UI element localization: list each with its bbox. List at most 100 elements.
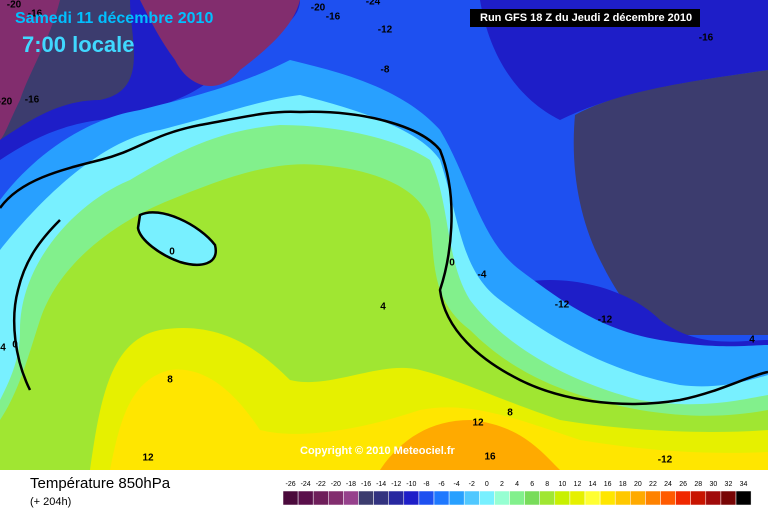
contour-label: 8: [167, 375, 173, 386]
scale-label: -16: [361, 481, 371, 488]
scale-swatch: [599, 490, 616, 506]
scale-swatch: [524, 490, 540, 506]
contour-label: 12: [142, 453, 154, 464]
scale-label: -2: [469, 481, 475, 488]
map-time: 7:00 locale: [22, 32, 135, 57]
scale-swatch: [373, 490, 389, 506]
run-box: [470, 9, 700, 27]
scale-swatch: [660, 490, 676, 506]
scale-swatch: [509, 490, 525, 506]
contour-labels: -20-16-20-16-24-12-8-16-20-1600-4-12-124…: [0, 0, 755, 466]
scale-label: -10: [406, 481, 416, 488]
scale-swatch: [479, 490, 495, 506]
contour-label: -4: [478, 270, 487, 281]
scale-swatch: [554, 490, 571, 506]
contour-label: 16: [484, 452, 496, 463]
scale-swatch: [690, 490, 707, 506]
contour-label: 4: [0, 343, 6, 354]
contour-label: 0: [169, 247, 175, 258]
map: -20-16-20-16-24-12-8-16-20-1600-4-12-124…: [0, 0, 768, 471]
cold-core: [573, 70, 768, 335]
scale-swatch: [494, 490, 510, 506]
scale-swatch: [614, 490, 631, 506]
scale-label: -18: [346, 481, 356, 488]
scale-swatch: [675, 490, 691, 506]
contour-label: 4: [380, 302, 386, 313]
scale-swatch: [403, 490, 420, 506]
scale-swatch: [297, 490, 314, 506]
copyright: Copyright © 2010 Meteociel.fr: [300, 445, 456, 457]
footer-title: Température 850hPa: [30, 475, 171, 492]
very-cold-core: [0, 0, 60, 140]
scale-swatch: [358, 490, 374, 506]
scale-label: 8: [545, 481, 549, 488]
scale-swatch: [388, 490, 405, 506]
contour-label: -20: [7, 0, 22, 11]
scale-swatch: [584, 490, 601, 506]
scale-swatch: [328, 490, 344, 506]
zero-isotherm: [0, 110, 768, 406]
footer-subtitle: (+ 204h): [30, 496, 71, 508]
run-info: Run GFS 18 Z du Jeudi 2 décembre 2010: [480, 12, 692, 24]
warm-core: [110, 369, 768, 470]
scale-label: 4: [515, 481, 519, 488]
contour-label: -20: [311, 3, 326, 14]
scale-label: 16: [604, 481, 612, 488]
scale-label: 0: [485, 481, 489, 488]
scale-label: -20: [331, 481, 341, 488]
scale-label: -14: [376, 481, 386, 488]
hot-core: [380, 420, 560, 470]
scale-label: 2: [500, 481, 504, 488]
scale-swatch: [705, 490, 722, 506]
scale-swatch: [433, 490, 450, 506]
scale-swatch: [630, 490, 646, 506]
contour-label: -16: [25, 95, 40, 106]
scale-swatch: [735, 490, 752, 506]
scale-swatch: [448, 490, 465, 506]
contour-label: -12: [598, 315, 613, 326]
contour-label: -20: [0, 97, 13, 108]
contour-label: 12: [472, 418, 484, 429]
scale-label: -22: [316, 481, 326, 488]
scale-label: -4: [454, 481, 460, 488]
scale-label: -12: [391, 481, 401, 488]
scale-label: 20: [634, 481, 642, 488]
scale-label: -6: [438, 481, 444, 488]
zero-isotherm: [13, 219, 61, 391]
cold-band: [480, 0, 768, 120]
contour-label: -8: [381, 65, 390, 76]
scale-label: 22: [649, 481, 657, 488]
contour-label: 0: [449, 258, 455, 269]
scale-label: 32: [725, 481, 733, 488]
scale-label: 14: [589, 481, 597, 488]
scale-label: 6: [530, 481, 534, 488]
color-scale: -26 -24 -22 -20 -18 -16 -14 -12 -10 -8 -6 -4 -2 0 2 4 6 8…: [282, 481, 752, 506]
scale-swatch: [282, 490, 299, 506]
scale-label: 12: [574, 481, 582, 488]
scale-label: -8: [423, 481, 429, 488]
contour-label: -24: [366, 0, 381, 8]
scale-swatch: [463, 490, 480, 506]
contour-label: -12: [378, 25, 393, 36]
map-date: Samedi 11 décembre 2010: [15, 10, 213, 27]
contour-label: -12: [658, 455, 673, 466]
scale-label: 34: [740, 481, 748, 488]
scale-label: 24: [664, 481, 672, 488]
scale-label: 10: [558, 481, 566, 488]
scale-label: 18: [619, 481, 627, 488]
scale-swatch: [720, 490, 737, 506]
scale-label: 30: [709, 481, 717, 488]
contour-label: -16: [28, 9, 43, 20]
scale-label: 28: [694, 481, 702, 488]
contour-label: 0: [12, 340, 18, 351]
contour-label: 8: [507, 408, 513, 419]
scale-label: -24: [301, 481, 311, 488]
scale-swatch: [645, 490, 661, 506]
contour-label: -12: [555, 300, 570, 311]
zero-isotherm-island: [136, 211, 217, 266]
contour-label: -16: [699, 33, 714, 44]
contour-label: 4: [749, 335, 755, 346]
scale-label: 26: [679, 481, 687, 488]
scale-swatch: [312, 490, 329, 506]
